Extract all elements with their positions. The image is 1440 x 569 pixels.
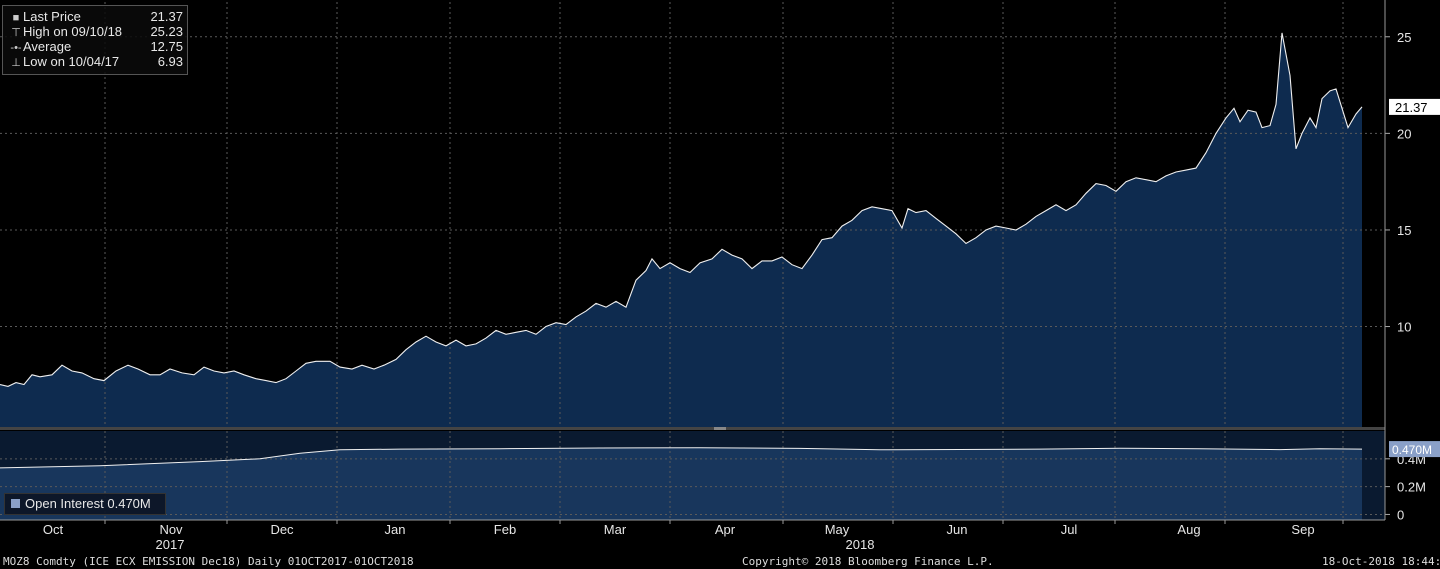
month-tick-label: Apr — [715, 522, 736, 537]
month-tick-label: Dec — [270, 522, 294, 537]
year-label: 2017 — [156, 537, 185, 552]
year-label: 2018 — [846, 537, 875, 552]
price-legend: ■ Last Price 21.37 ⊤ High on 09/10/18 25.2… — [2, 5, 188, 75]
legend-low: ⊥ Low on 10/04/17 6.93 — [9, 54, 183, 69]
open-interest-legend: Open Interest 0.470M — [4, 493, 166, 515]
open-interest-badge — [1389, 441, 1440, 458]
panel-drag-handle — [714, 427, 726, 430]
legend-low-value: 6.93 — [157, 54, 183, 69]
month-tick-label: Feb — [494, 522, 516, 537]
timestamp: 18-Oct-2018 18:44:18 — [1322, 555, 1440, 568]
price-area — [0, 32, 1362, 428]
oi-axis-tick-label: 0 — [1397, 507, 1404, 522]
copyright: Copyright© 2018 Bloomberg Finance L.P. — [742, 555, 994, 568]
month-tick-label: Jun — [947, 522, 968, 537]
price-axis-tick-label: 20 — [1397, 126, 1411, 141]
price-axis-tick-label: 15 — [1397, 223, 1411, 238]
legend-average-value: 12.75 — [150, 39, 183, 54]
legend-last-price: ■ Last Price 21.37 — [9, 9, 183, 24]
legend-last-value: 21.37 — [150, 9, 183, 24]
low-marker-icon: ⊥ — [11, 57, 21, 69]
square-marker-icon — [11, 499, 20, 508]
square-marker-icon: ■ — [12, 12, 20, 24]
month-tick-label: Jan — [385, 522, 406, 537]
high-marker-icon: ⊤ — [11, 27, 21, 39]
month-tick-label: Jul — [1061, 522, 1078, 537]
legend-average: -•-Average 12.75 — [10, 39, 183, 54]
price-series-line — [0, 32, 1363, 387]
last-price-badge-label: 21.37 — [1395, 100, 1428, 115]
month-tick-label: May — [825, 522, 850, 537]
price-axis-tick-label: 25 — [1397, 30, 1411, 45]
panel-separator — [0, 427, 1385, 430]
average-marker-icon: -•- — [10, 42, 22, 54]
price-axis-tick-label: 10 — [1397, 320, 1411, 335]
month-tick-label: Sep — [1291, 522, 1314, 537]
ticker-info: MOZ8 Comdty (ICE ECX EMISSION Dec18) Dai… — [3, 555, 414, 568]
month-tick-label: Oct — [43, 522, 64, 537]
open-interest-label: Open Interest 0.470M — [25, 496, 151, 511]
open-interest-area — [0, 447, 1362, 520]
last-price-badge — [1389, 98, 1440, 115]
open-interest-series-line — [0, 447, 1363, 469]
month-tick-label: Aug — [1177, 522, 1200, 537]
month-tick-label: Nov — [159, 522, 183, 537]
legend-high-value: 25.23 — [150, 24, 183, 39]
oi-axis-tick-label: 0.2M — [1397, 480, 1426, 495]
month-tick-label: Mar — [604, 522, 627, 537]
legend-high: ⊤ High on 09/10/18 25.23 — [9, 24, 183, 39]
open-interest-badge-label: 0.470M — [1392, 443, 1432, 457]
